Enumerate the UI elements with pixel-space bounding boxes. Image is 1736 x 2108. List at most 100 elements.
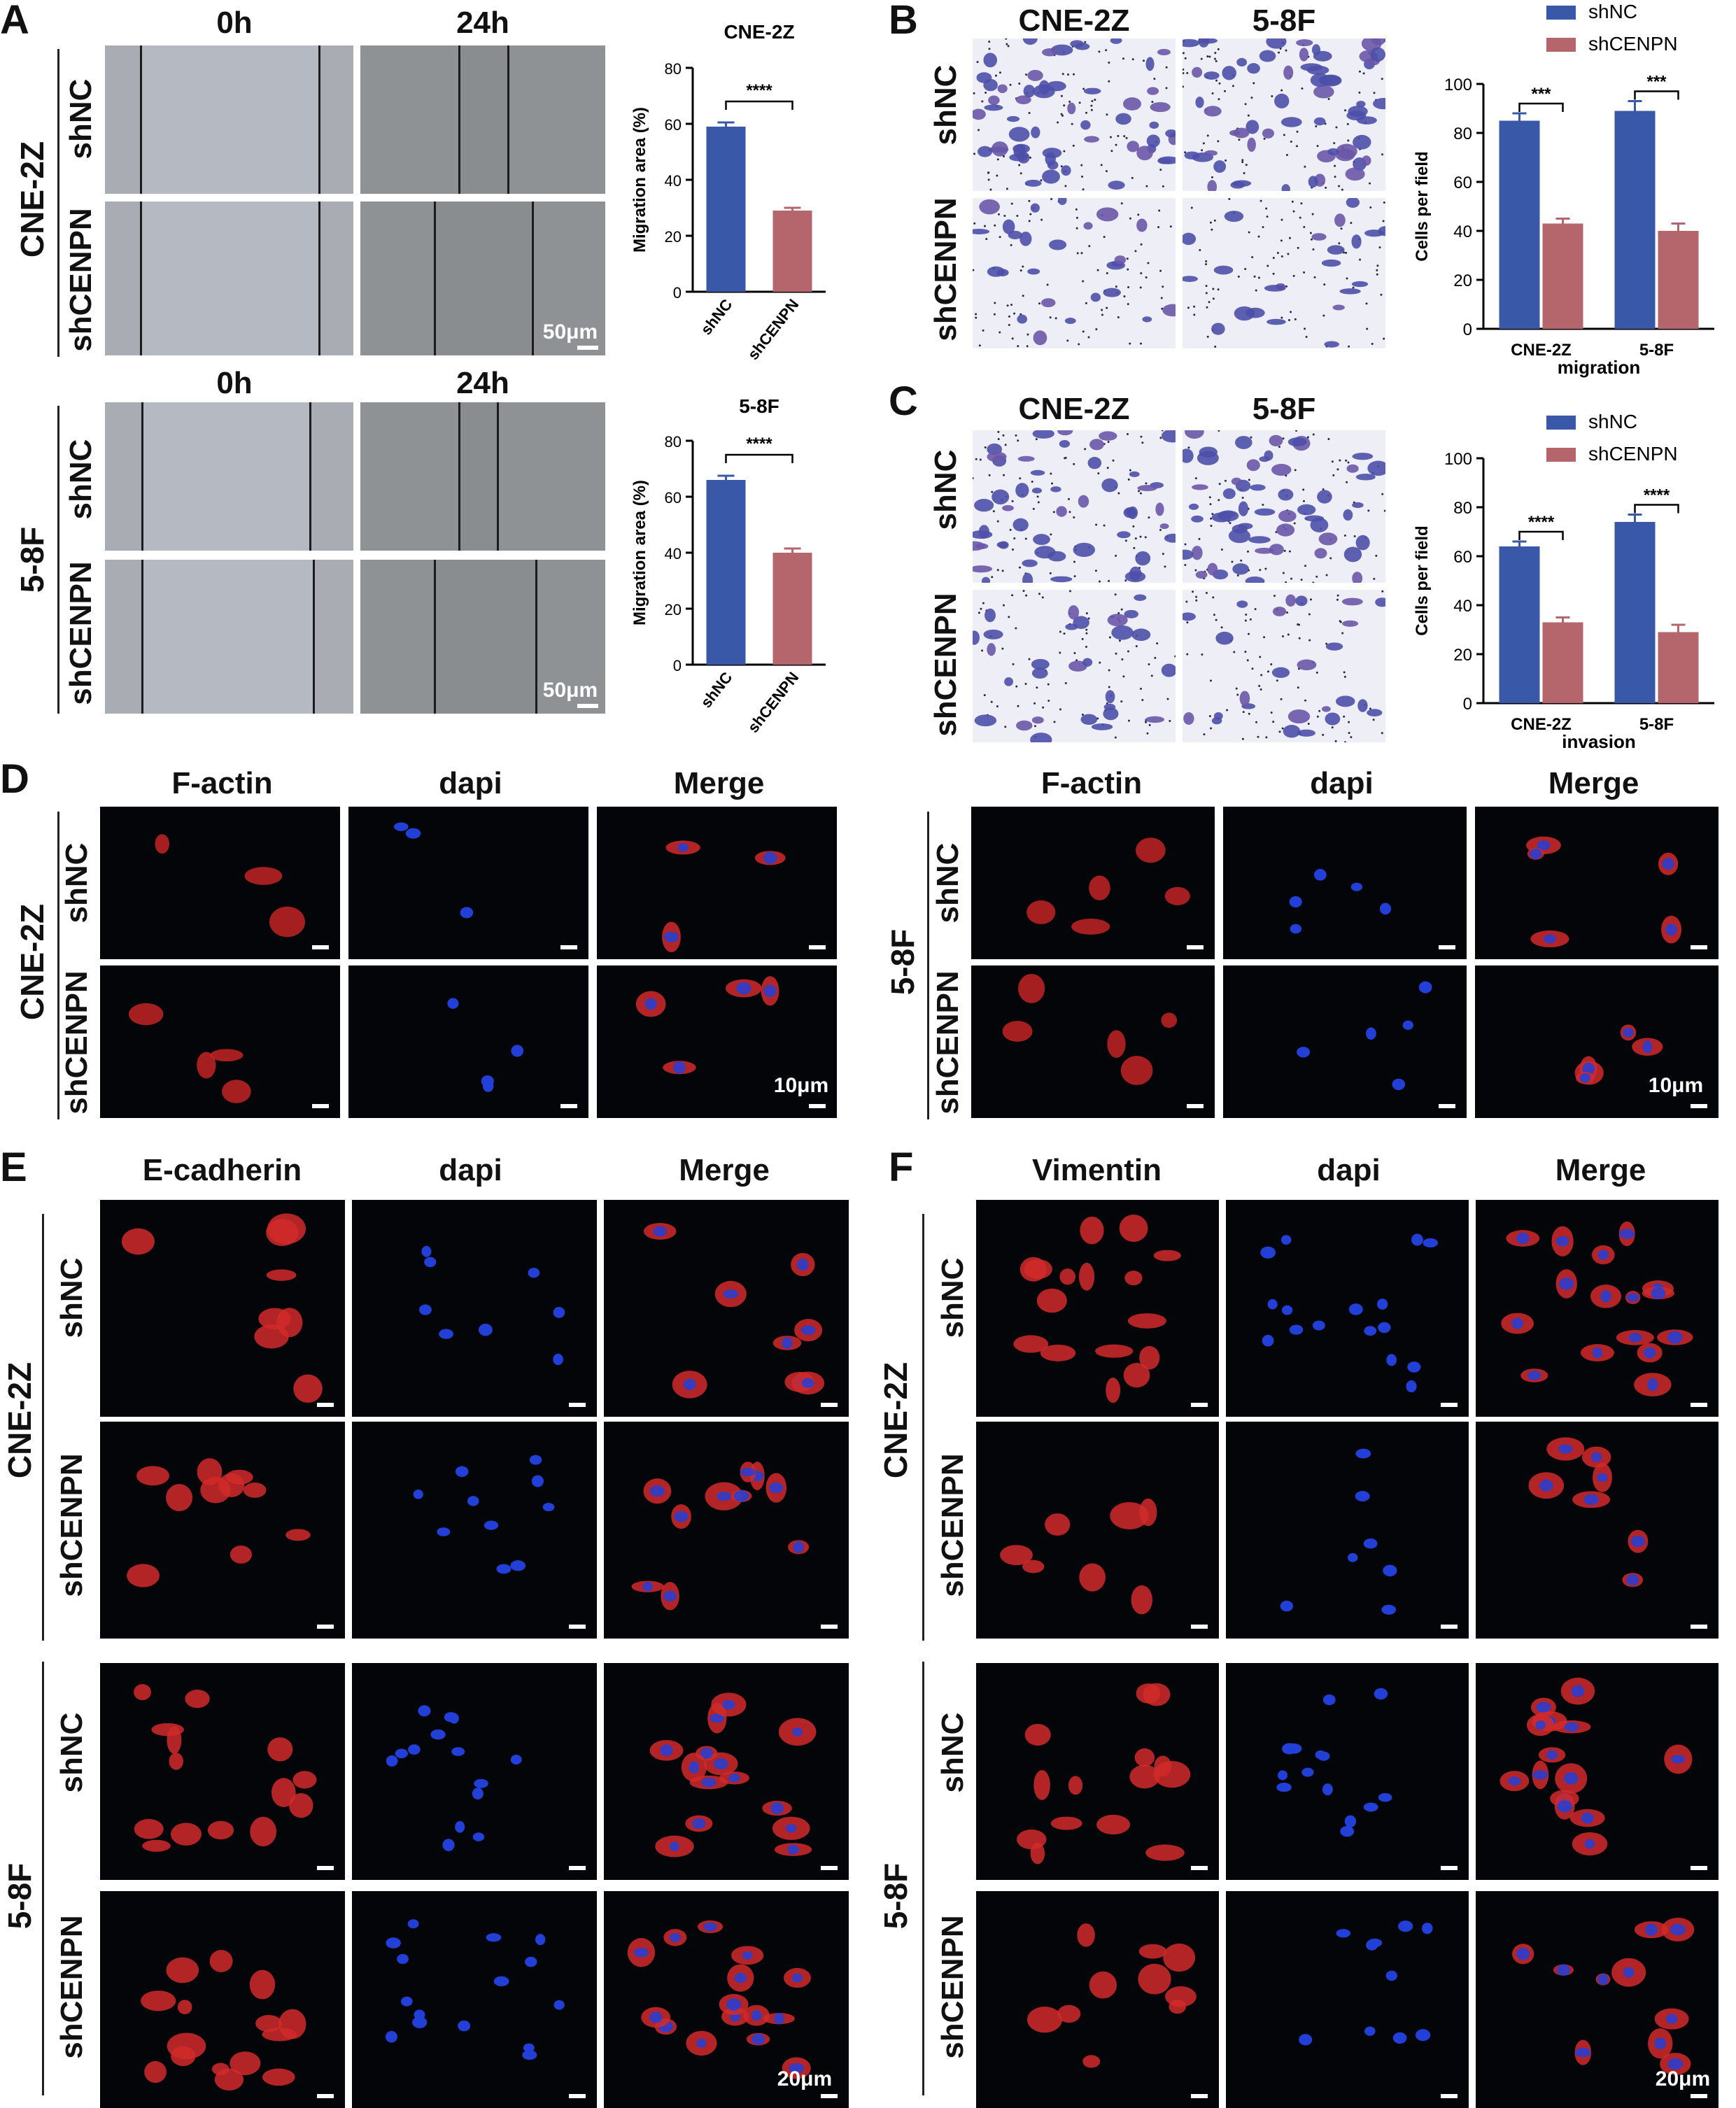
pore-dot (1035, 438, 1038, 441)
nucleus (1289, 1324, 1304, 1335)
nucleus (430, 1729, 446, 1740)
red-cell (128, 1003, 164, 1026)
pore-dot (1159, 437, 1162, 439)
pore-dot (1151, 101, 1154, 104)
nucleus (1290, 924, 1302, 934)
stained-cell (1057, 430, 1073, 436)
pore-dot (996, 520, 999, 523)
stained-cell (1222, 488, 1236, 500)
bar (1658, 231, 1699, 329)
nucleus (1537, 840, 1551, 851)
bar (1614, 522, 1656, 703)
pore-dot (1209, 221, 1212, 224)
pore-dot (1135, 645, 1138, 648)
nucleus (1280, 1600, 1294, 1612)
pore-dot (978, 129, 980, 132)
col-header-merge: Merge (1555, 1153, 1646, 1187)
fluorescence-image-f (1226, 1200, 1469, 1417)
y-tick-label: 100 (1444, 76, 1472, 94)
nucleus (418, 1304, 432, 1315)
stained-cell (1310, 73, 1330, 87)
bar (772, 553, 812, 665)
stained-cell (1110, 38, 1122, 44)
pore-dot (1358, 91, 1361, 94)
pore-dot (1381, 590, 1384, 593)
scale-bar (1191, 1866, 1208, 1870)
pore-dot (1229, 522, 1232, 525)
pore-dot (978, 344, 981, 347)
fluorescence-signal (1299, 1920, 1433, 2046)
pore-dot (1259, 656, 1262, 658)
pore-dot (1073, 516, 1075, 519)
y-tick-label: 40 (1453, 597, 1472, 616)
stained-cell (991, 141, 1008, 157)
pore-dot (1378, 246, 1381, 249)
pore-dot (1005, 43, 1008, 45)
pore-dot (1318, 709, 1321, 712)
stained-cell (1002, 219, 1015, 234)
stained-cell (1351, 234, 1362, 249)
col-header-cne2z: CNE-2Z (1018, 3, 1130, 38)
stained-cell (1213, 265, 1234, 275)
pore-dot (1159, 169, 1162, 171)
pore-dot (1022, 265, 1024, 268)
pore-dot (997, 430, 1000, 433)
nucleus (674, 1511, 689, 1522)
pore-dot (1255, 721, 1257, 723)
pore-dot (1047, 700, 1050, 702)
pore-dot (1303, 271, 1306, 274)
nucleus (1377, 1299, 1388, 1310)
stained-cell (1027, 268, 1040, 275)
stained-cell (1012, 518, 1029, 532)
stained-cell (1056, 506, 1067, 517)
pore-dot (1008, 616, 1010, 618)
nucleus (1530, 848, 1542, 860)
pore-dot (1109, 136, 1112, 139)
pore-dot (1304, 699, 1307, 702)
scale-bar (1187, 1104, 1204, 1108)
stained-cell (1073, 542, 1096, 558)
wound-image-cne2z-shcenpn-24h: 50μm (360, 201, 605, 355)
row-label-shnc: shNC (936, 1712, 970, 1793)
pore-dot (1107, 441, 1110, 444)
pore-dot (1115, 554, 1117, 557)
stained-cell (1103, 703, 1116, 711)
panel-letter-b: B (889, 0, 918, 43)
pore-dot (1154, 656, 1157, 659)
red-cell (171, 1823, 202, 1846)
pore-dot (1348, 721, 1350, 723)
nucleus (1651, 1287, 1666, 1299)
y-tick-label: 0 (1463, 695, 1472, 714)
pore-dot (1344, 109, 1347, 112)
significance-bracket (1634, 504, 1679, 514)
pore-dot (1343, 671, 1346, 674)
scale-bar (1439, 945, 1455, 949)
row-label-shcenpn: shCENPN (936, 1915, 970, 2059)
nucleus (763, 984, 777, 998)
pore-dot (1277, 51, 1280, 54)
pore-dot (981, 649, 984, 652)
stained-cell (1276, 523, 1295, 537)
stained-cell (1255, 547, 1274, 554)
pore-dot (1012, 663, 1015, 665)
panel-letter-f: F (889, 1145, 914, 1190)
pore-dot (1012, 548, 1015, 551)
row-label-shcenpn: shCENPN (936, 1453, 970, 1597)
stained-cell (1031, 658, 1050, 670)
pore-dot (1334, 740, 1337, 742)
pore-dot (1122, 57, 1124, 60)
row-label-shcenpn: shCENPN (931, 970, 965, 1115)
wound-image-58f-shcenpn-24h: 50μm (360, 560, 605, 714)
pore-dot (1220, 626, 1223, 629)
red-cell (1080, 1216, 1104, 1245)
nucleus (1623, 1027, 1634, 1038)
stained-cell (1207, 180, 1218, 191)
pore-dot (1108, 80, 1110, 83)
pore-dot (1381, 153, 1383, 156)
row-label-shcenpn: shCENPN (64, 208, 98, 352)
nucleus (1415, 2029, 1431, 2042)
pore-dot (973, 92, 975, 94)
pore-dot (1129, 217, 1131, 220)
pore-dot (1007, 45, 1010, 48)
pore-dot (1290, 577, 1293, 580)
